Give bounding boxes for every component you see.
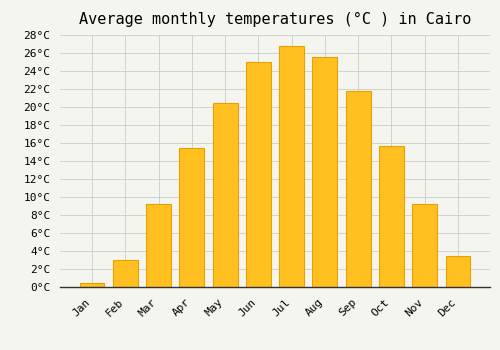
Bar <box>412 204 437 287</box>
Bar <box>80 282 104 287</box>
Bar <box>379 146 404 287</box>
Bar <box>146 204 171 287</box>
Bar <box>212 103 238 287</box>
Bar <box>113 260 138 287</box>
Bar <box>312 57 338 287</box>
Bar <box>180 147 204 287</box>
Bar <box>279 46 304 287</box>
Bar <box>346 91 370 287</box>
Bar <box>246 62 271 287</box>
Bar <box>446 257 470 287</box>
Title: Average monthly temperatures (°C ) in Cairo: Average monthly temperatures (°C ) in Ca… <box>79 12 471 27</box>
